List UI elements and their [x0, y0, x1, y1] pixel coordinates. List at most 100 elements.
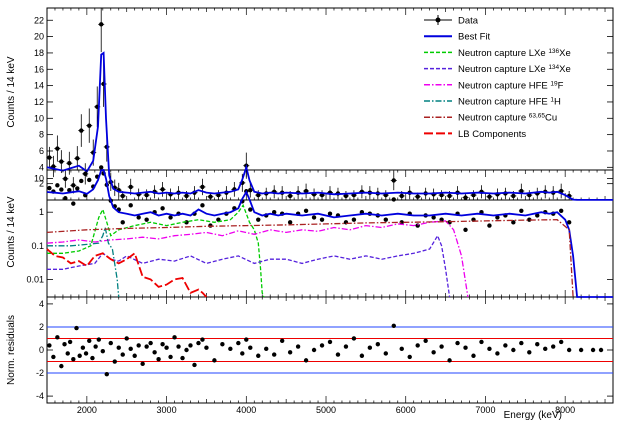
lb-components-curve	[46, 248, 208, 298]
legend: Data Best Fit Neutron capture LXe 136Xe Neu…	[424, 15, 571, 140]
top-panel-frame	[46, 7, 614, 201]
residual-point	[90, 355, 95, 361]
residual-point	[295, 344, 301, 349]
data-point	[303, 208, 309, 214]
residual-point	[431, 350, 436, 355]
neutron-capture-hfe-1h-curve	[47, 227, 120, 298]
residual-point	[93, 344, 98, 349]
residual-point	[598, 347, 604, 353]
middle-y-axis-title: Counts / 14 keV	[6, 196, 17, 267]
residual-point	[455, 340, 460, 346]
data-point	[59, 187, 64, 192]
middle-y-tick-label: 0.1	[31, 241, 44, 251]
residual-point	[383, 351, 389, 356]
data-point	[415, 194, 420, 199]
middle-y-tick-label: 1	[39, 207, 44, 217]
residual-point	[124, 336, 129, 341]
residual-point	[104, 371, 109, 377]
middle-panel-plot: 0.01 0.1 1 10	[26, 165, 613, 298]
data-point	[519, 208, 524, 214]
residual-point	[152, 350, 157, 355]
data-point	[120, 220, 125, 225]
residual-point	[447, 358, 452, 363]
data-point	[144, 192, 149, 198]
legend-label-neutron-capture-63-65cu: Neutron capture 63,65Cu	[458, 112, 557, 124]
data-point	[160, 206, 165, 211]
residual-point	[566, 347, 572, 353]
residual-point	[335, 352, 341, 357]
residual-point	[77, 353, 82, 358]
residual-point	[164, 345, 169, 350]
data-point	[319, 217, 325, 222]
residual-point	[176, 344, 181, 349]
x-tick-label: 3000	[157, 405, 177, 415]
residual-point	[503, 343, 508, 348]
data-point	[343, 193, 349, 199]
top-y-tick-label: 22	[34, 15, 44, 25]
data-point	[391, 197, 396, 202]
data-point	[128, 203, 133, 208]
data-point	[399, 193, 404, 199]
residual-point	[558, 339, 564, 345]
residual-point	[200, 337, 205, 342]
data-point	[168, 215, 173, 220]
residual-point	[59, 363, 64, 369]
residual-point	[148, 340, 153, 346]
residual-point	[535, 342, 540, 347]
residual-point	[51, 354, 56, 360]
residual-point	[144, 344, 149, 349]
data-point	[71, 201, 76, 206]
bottom-y-tick-label: -2	[36, 368, 44, 378]
legend-swatch-data-marker	[435, 17, 441, 23]
legend-label-neutron-capture-hfe-1h: Neutron capture HFE 1H	[458, 96, 561, 108]
residual-point	[551, 344, 556, 349]
residual-point	[359, 353, 365, 358]
data-point	[351, 217, 357, 222]
data-point	[535, 213, 540, 218]
data-point	[271, 209, 277, 215]
x-tick-label: 7000	[475, 405, 495, 415]
top-y-tick-label: 12	[34, 97, 44, 107]
bottom-y-tick-label: 4	[39, 299, 44, 309]
residual-point	[108, 340, 113, 346]
residual-point	[311, 347, 317, 353]
data-point	[431, 215, 436, 220]
data-point	[99, 165, 104, 170]
data-point	[208, 194, 213, 199]
data-point	[120, 193, 125, 199]
data-point	[495, 215, 500, 220]
neutron-capture-63-65cu-curve	[46, 219, 574, 298]
residual-point	[415, 343, 420, 348]
bottom-panel-plot: -4 -2 0 2 4 2000 3000 4000 5000 6000 7000 8000	[36, 297, 613, 415]
data-point	[83, 171, 88, 177]
bottom-y-tick-label: 0	[39, 345, 44, 355]
data-point	[47, 185, 52, 191]
residual-point	[83, 351, 89, 356]
residual-point	[236, 340, 241, 346]
top-y-tick-label: 18	[34, 48, 44, 58]
data-point	[248, 187, 253, 193]
residual-point	[80, 345, 86, 350]
legend-label-neutron-capture-lxe-136xe: Neutron capture LXe 136Xe	[458, 47, 571, 59]
middle-y-tick-label: 10	[34, 174, 44, 184]
bottom-y-tick-label: 2	[39, 322, 44, 332]
data-point	[487, 194, 492, 199]
data-point	[519, 188, 524, 194]
data-point	[527, 217, 532, 222]
legend-label-best-fit: Best Fit	[458, 32, 491, 43]
residual-point	[487, 346, 492, 352]
residual-point	[375, 342, 381, 347]
residual-point	[188, 343, 193, 348]
residual-point	[519, 340, 524, 346]
data-point	[136, 215, 141, 220]
data-point	[287, 220, 293, 225]
residual-point	[511, 347, 516, 353]
data-point	[75, 156, 80, 161]
best-fit-curve	[46, 51, 613, 201]
residual-point	[271, 352, 277, 357]
data-point	[558, 208, 564, 214]
data-point	[71, 183, 76, 188]
data-point	[87, 123, 92, 128]
data-point	[511, 193, 516, 199]
data-point	[327, 211, 333, 216]
